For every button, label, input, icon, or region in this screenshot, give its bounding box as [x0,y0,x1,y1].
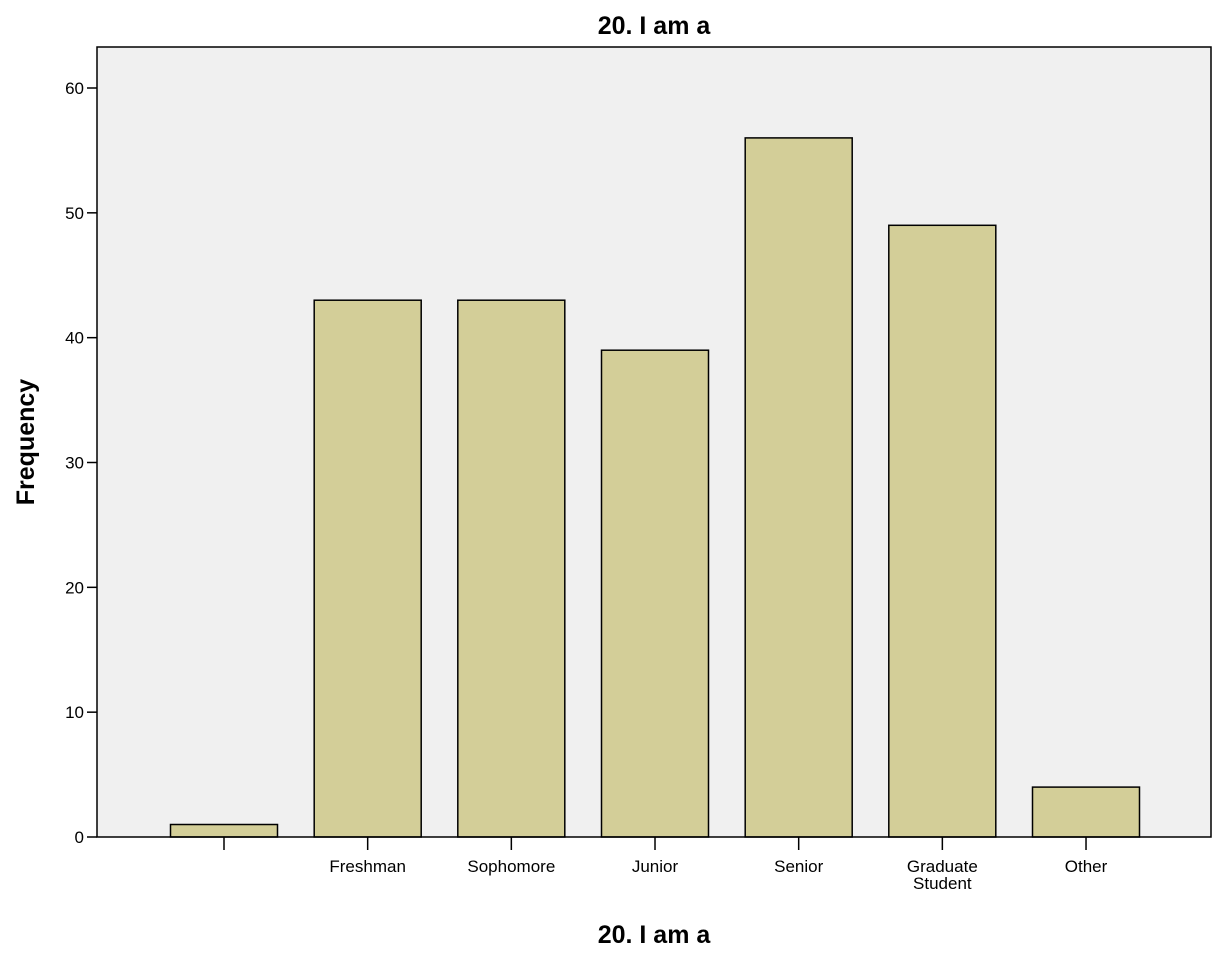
y-tick-label: 60 [65,79,84,98]
bar-sophomore [457,299,566,838]
x-category-label: Other [1065,857,1108,876]
x-category-label: Freshman [329,857,406,876]
x-axis: Freshman Sophomore Junior Senior GraduateStu… [223,837,1108,893]
y-tick-label: 30 [65,454,84,473]
x-category-label: Junior [632,857,679,876]
y-axis-title: Frequency [12,379,40,506]
bar-senior [744,137,853,838]
bar-blank [169,823,279,838]
bars-group [169,137,1141,838]
x-category-label: Graduate [907,857,978,876]
bar-junior [600,349,710,838]
y-tick-label: 10 [65,703,84,722]
chart-title: 20. I am a [598,12,712,40]
plot-frame [96,46,1212,838]
y-tick-label: 40 [65,329,84,348]
x-category-label: Student [913,874,972,893]
y-axis: 0 10 20 30 40 50 60 [65,79,97,847]
y-tick-label: 0 [75,828,84,847]
bar-graduate-student [888,224,997,838]
x-category-label: Sophomore [467,857,555,876]
y-tick-label: 20 [65,578,84,597]
bar-other [1031,786,1141,838]
y-tick-label: 50 [65,204,84,223]
x-category-label: Senior [774,857,823,876]
x-axis-title: 20. I am a [598,921,712,949]
bar-freshman [313,299,422,838]
